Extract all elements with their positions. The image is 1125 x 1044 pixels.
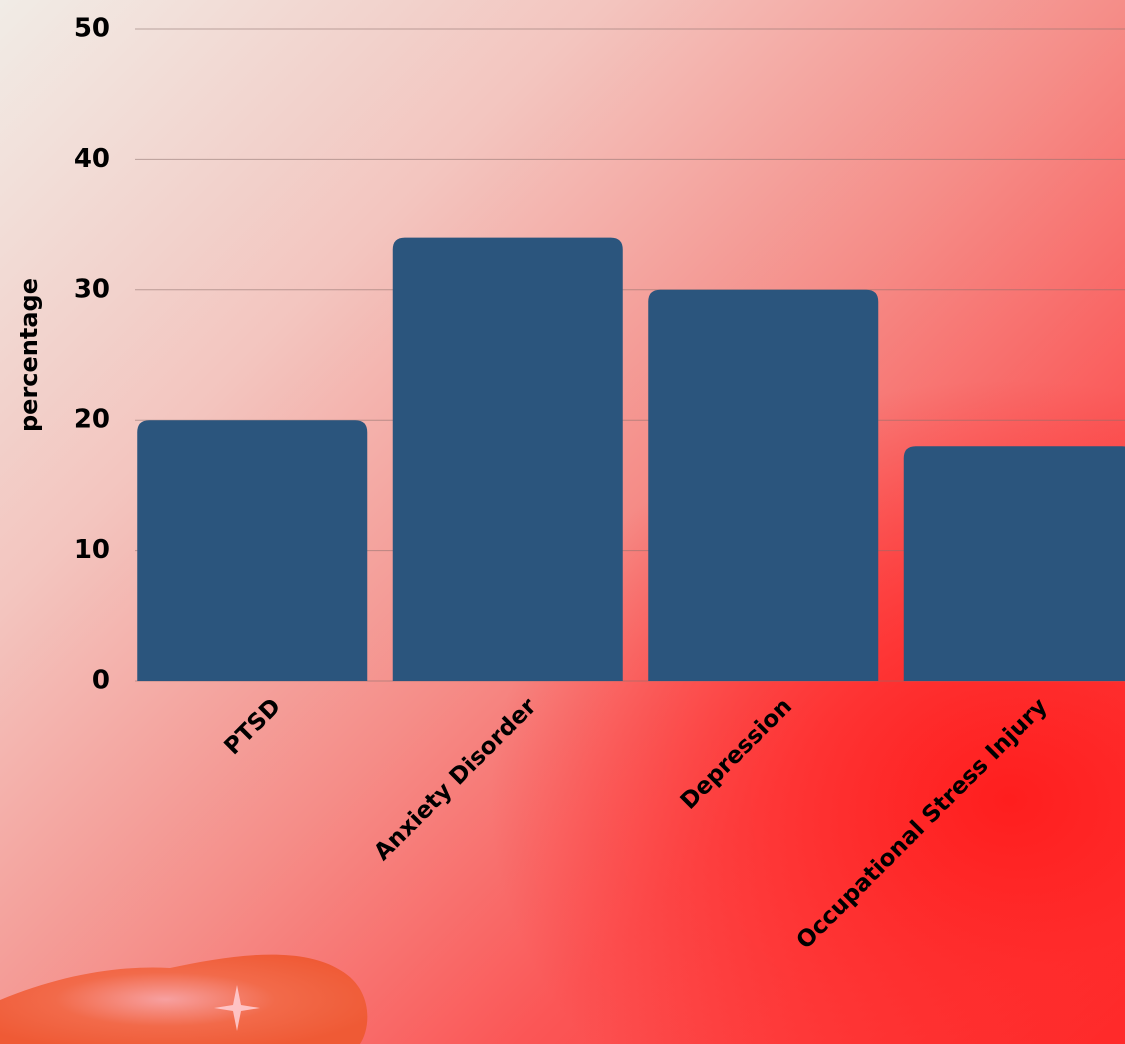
y-tick-label: 20 [74,405,110,435]
y-axis-title: percentage [15,278,43,432]
decorative-blob [0,954,368,1044]
bar [648,289,879,681]
y-tick-label: 10 [74,535,110,565]
y-tick-label: 50 [74,14,110,44]
bar [137,420,368,681]
bar [903,446,1125,681]
x-tick-label: PTSD [219,693,286,760]
x-tick-label: Occupational Stress Injury [792,693,1053,954]
decorative-sparkle [214,985,260,1031]
bar [392,237,623,681]
y-tick-label: 40 [74,144,110,174]
y-tick-label: 0 [92,666,110,696]
x-tick-label: Anxiety Disorder [369,693,542,866]
y-tick-label: 30 [74,274,110,304]
x-tick-label: Depression [676,693,797,814]
